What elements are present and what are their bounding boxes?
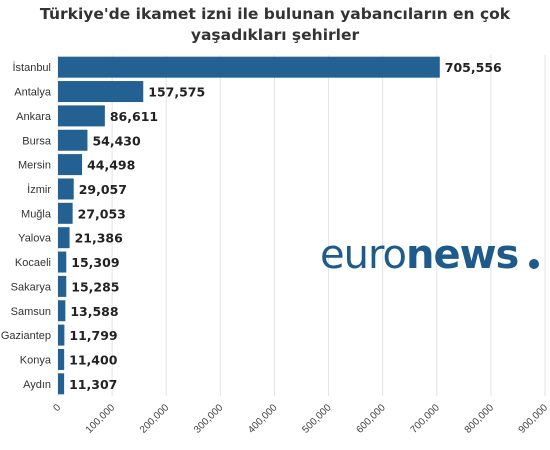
bar [58, 373, 65, 395]
x-tick-label: 300,000 [192, 402, 226, 436]
bar [58, 129, 88, 151]
category-label: Kocaeli [15, 257, 51, 269]
x-tick-label: 600,000 [354, 402, 388, 436]
bar [58, 154, 83, 176]
x-tick-label: 700,000 [409, 402, 443, 436]
x-tick-label: 400,000 [246, 402, 280, 436]
value-label: 705,556 [445, 60, 502, 75]
category-label: Sakarya [11, 281, 52, 293]
x-tick-label: 800,000 [463, 402, 497, 436]
logo-text-euro: euro [320, 232, 406, 276]
category-label: Samsun [11, 306, 51, 318]
category-label: Mersin [18, 160, 51, 172]
value-label: 13,588 [70, 304, 118, 319]
value-label: 11,400 [69, 352, 118, 367]
value-label: 86,611 [110, 109, 158, 124]
bar [58, 275, 67, 297]
value-label: 11,307 [69, 377, 117, 392]
category-label: Gaziantep [1, 330, 51, 342]
x-tick-label: 100,000 [84, 402, 118, 436]
value-label: 54,430 [92, 133, 141, 148]
bar [58, 324, 65, 346]
bar [58, 105, 105, 127]
gridlines [57, 55, 546, 396]
value-label: 157,575 [148, 85, 205, 100]
category-label: Yalova [18, 233, 52, 245]
category-label: İstanbul [12, 61, 51, 74]
chart-title: Türkiye'de ikamet izni ile bulunan yaban… [39, 5, 511, 44]
logo-text-news: news [406, 232, 518, 276]
category-labels: İstanbul Antalya Ankara Bursa Mersin İzmir Muğ… [1, 61, 52, 391]
bars [58, 56, 440, 395]
bar [58, 300, 66, 322]
bar [58, 202, 73, 224]
x-tick-label: 500,000 [300, 402, 334, 436]
category-label: Aydın [23, 379, 51, 391]
bar [58, 251, 67, 273]
value-label: 15,285 [71, 279, 119, 294]
bar [58, 227, 70, 249]
value-label: 11,799 [69, 328, 117, 343]
bar [58, 56, 440, 78]
x-tick-label: 200,000 [138, 402, 172, 436]
value-label: 15,309 [71, 255, 119, 270]
value-label: 27,053 [78, 206, 126, 221]
bar [58, 81, 144, 103]
category-label: İzmir [27, 183, 51, 196]
category-label: Bursa [22, 135, 52, 147]
x-axis-ticks: 0 100,000 200,000 300,000 400,000 500,000 600,… [51, 402, 550, 436]
x-tick-label: 0 [51, 402, 63, 414]
euronews-logo: euronews [320, 232, 539, 276]
value-labels: 705,556 157,575 86,611 54,430 44,498 29,057 27… [69, 60, 502, 392]
logo-dot [529, 259, 539, 269]
category-label: Muğla [21, 208, 52, 220]
value-label: 44,498 [87, 158, 135, 173]
category-label: Antalya [14, 87, 52, 99]
category-label: Ankara [16, 111, 52, 123]
bar [58, 348, 65, 370]
value-label: 21,386 [75, 231, 124, 246]
svg-text:euronews: euronews [320, 232, 518, 276]
category-label: Konya [20, 354, 52, 366]
value-label: 29,057 [79, 182, 127, 197]
x-tick-label: 900,000 [517, 402, 550, 436]
bar [58, 178, 74, 200]
